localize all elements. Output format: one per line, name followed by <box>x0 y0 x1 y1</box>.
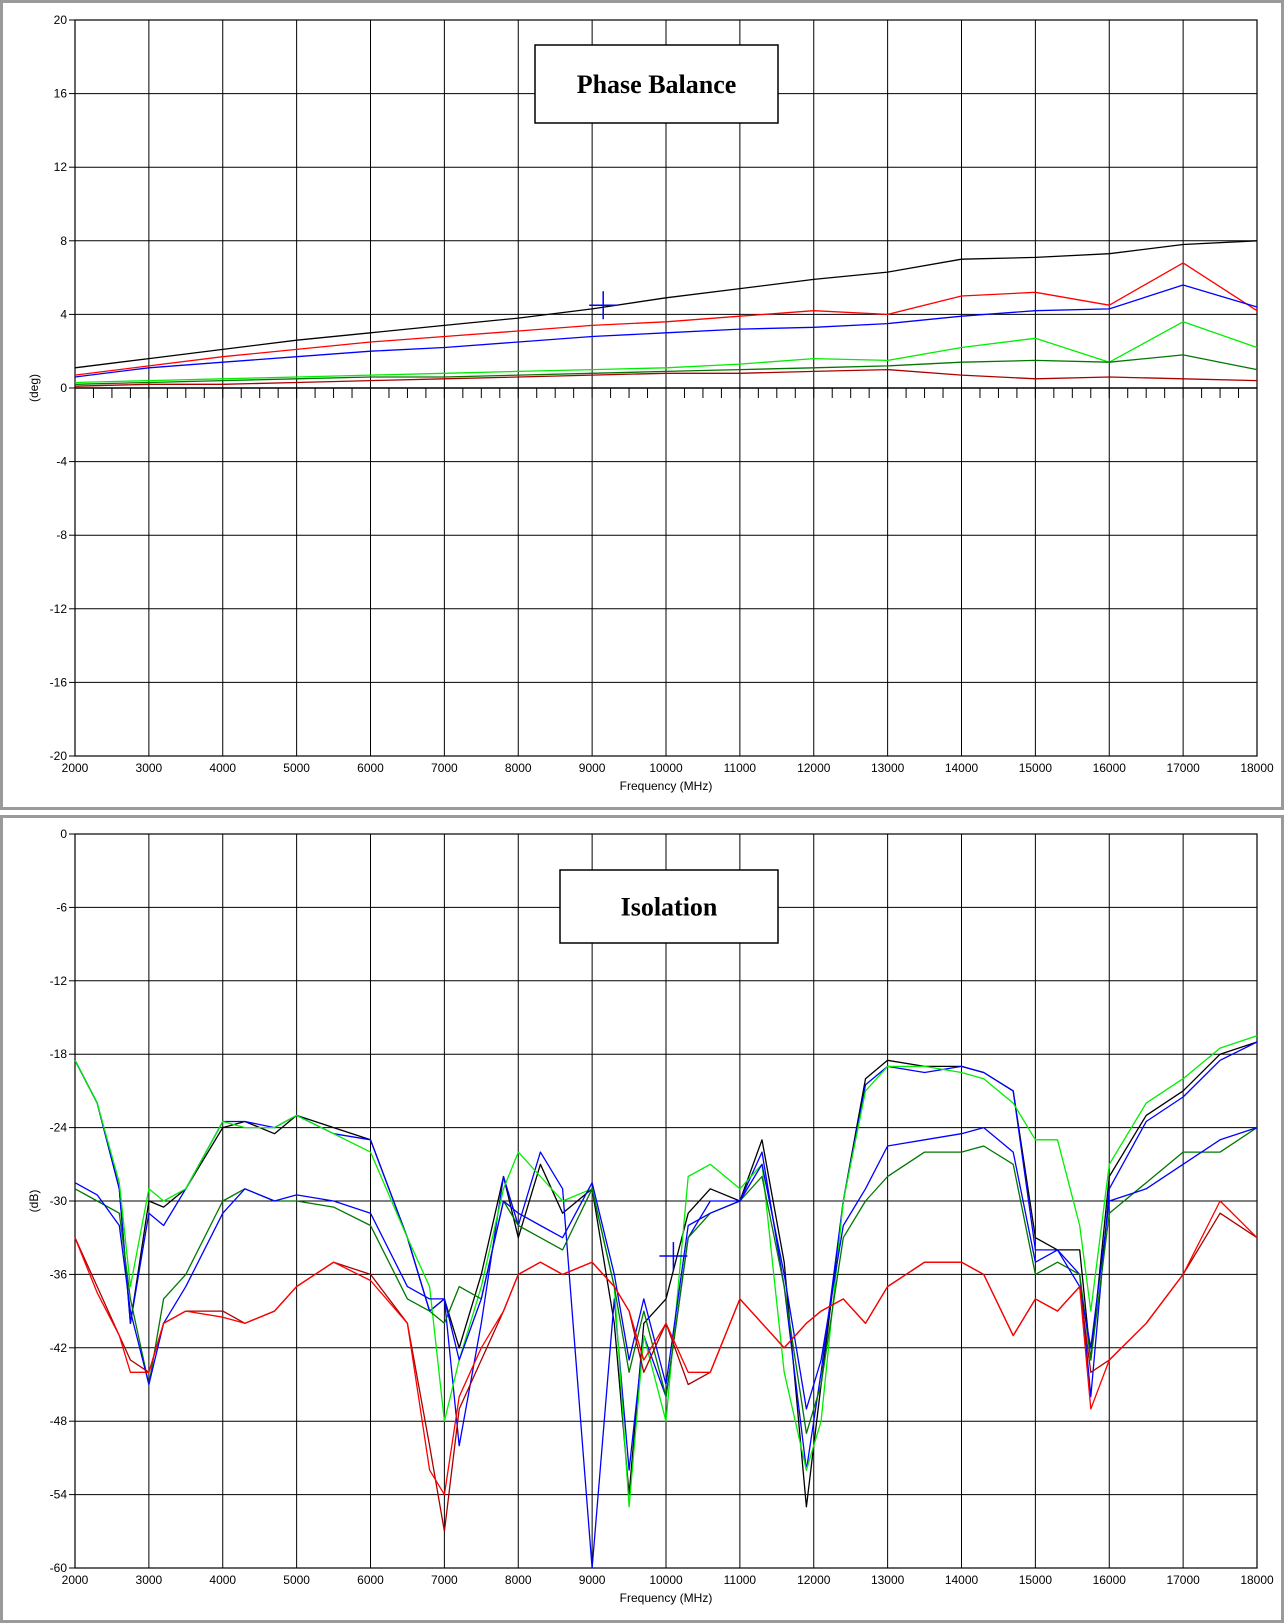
panel-frame <box>0 815 1284 1623</box>
y-tick-label: 12 <box>54 160 68 174</box>
x-tick-label: 5000 <box>283 1573 310 1587</box>
y-tick-label: -4 <box>56 455 67 469</box>
x-tick-label: 2000 <box>62 761 89 775</box>
series-line-4 <box>74 354 1258 385</box>
x-tick-label: 13000 <box>871 1573 905 1587</box>
series-line-0 <box>74 240 1258 369</box>
y-tick-label: -42 <box>50 1341 68 1355</box>
series-line-4 <box>74 1126 1258 1410</box>
x-tick-label: 3000 <box>136 761 163 775</box>
x-tick-label: 14000 <box>945 1573 979 1587</box>
x-tick-label: 5000 <box>283 761 310 775</box>
x-tick-label: 11000 <box>724 1573 757 1587</box>
x-tick-label: 4000 <box>209 761 236 775</box>
x-tick-label: 6000 <box>357 761 384 775</box>
x-tick-label: 2000 <box>62 1573 89 1587</box>
x-tick-label: 8000 <box>505 1573 532 1587</box>
chart-1: 2000 3000 4000 5000 6000 7000 8000 9000 10000 110… <box>0 815 1284 1623</box>
x-tick-label: 15000 <box>1019 761 1053 775</box>
y-tick-label: -20 <box>50 749 68 763</box>
panel-frame <box>0 0 1284 810</box>
x-tick-label: 17000 <box>1166 1573 1200 1587</box>
series-line-1 <box>74 1041 1258 1569</box>
series-line-2 <box>74 1035 1258 1508</box>
y-tick-label: 8 <box>60 234 67 248</box>
y-tick-label: -18 <box>50 1047 68 1061</box>
x-tick-label: 17000 <box>1166 761 1200 775</box>
chart-title: Isolation <box>621 893 718 922</box>
x-tick-label: 9000 <box>579 1573 606 1587</box>
y-tick-label: -6 <box>56 900 67 914</box>
x-tick-label: 12000 <box>797 1573 831 1587</box>
y-tick-label: -24 <box>50 1121 68 1135</box>
y-tick-label: -36 <box>50 1267 68 1281</box>
x-tick-label: 14000 <box>945 761 979 775</box>
y-tick-label: -12 <box>50 974 68 988</box>
y-axis-label: (dB) <box>27 1190 41 1213</box>
x-tick-label: 8000 <box>505 761 532 775</box>
chart-title: Phase Balance <box>577 70 737 99</box>
x-tick-label: 15000 <box>1019 1573 1053 1587</box>
y-tick-label: 16 <box>54 87 68 101</box>
x-tick-label: 16000 <box>1093 761 1127 775</box>
series-line-2 <box>74 284 1258 378</box>
y-tick-label: 4 <box>60 307 67 321</box>
x-tick-label: 6000 <box>357 1573 384 1587</box>
series-line-1 <box>74 262 1258 376</box>
x-tick-label: 7000 <box>431 761 458 775</box>
title-box <box>534 44 779 124</box>
x-tick-label: 7000 <box>431 1573 458 1587</box>
y-tick-label: -48 <box>50 1414 68 1428</box>
x-tick-label: 10000 <box>649 761 683 775</box>
x-tick-label: 13000 <box>871 761 905 775</box>
y-tick-label: -30 <box>50 1194 68 1208</box>
y-tick-label: -12 <box>50 602 68 616</box>
y-tick-label: 20 <box>54 13 68 27</box>
y-tick-label: -16 <box>50 675 68 689</box>
series-line-5 <box>74 368 1258 387</box>
x-tick-label: 11000 <box>724 761 757 775</box>
series-group <box>74 240 1258 387</box>
chart-0: 2000 3000 4000 5000 6000 7000 8000 9000 10000 110… <box>0 0 1284 810</box>
x-tick-label: 3000 <box>136 1573 163 1587</box>
y-tick-label: 0 <box>60 381 67 395</box>
x-axis-label: Frequency (MHz) <box>620 779 713 793</box>
plot-area <box>74 833 1258 1569</box>
y-axis-label: (deg) <box>27 374 41 402</box>
x-tick-label: 18000 <box>1240 1573 1274 1587</box>
title-box <box>559 869 779 944</box>
series-line-6 <box>74 1200 1258 1496</box>
plot-area <box>74 19 1258 757</box>
x-tick-label: 9000 <box>579 761 606 775</box>
x-tick-label: 4000 <box>209 1573 236 1587</box>
series-group <box>74 1035 1258 1569</box>
x-tick-label: 12000 <box>797 761 831 775</box>
x-axis-label: Frequency (MHz) <box>620 1591 713 1605</box>
x-tick-label: 16000 <box>1093 1573 1127 1587</box>
x-tick-label: 10000 <box>649 1573 683 1587</box>
y-tick-label: -60 <box>50 1561 68 1575</box>
y-tick-label: 0 <box>60 827 67 841</box>
y-tick-label: -8 <box>56 528 67 542</box>
y-tick-label: -54 <box>50 1488 68 1502</box>
series-line-3 <box>74 321 1258 384</box>
series-line-0 <box>74 1041 1258 1508</box>
x-tick-label: 18000 <box>1240 761 1274 775</box>
